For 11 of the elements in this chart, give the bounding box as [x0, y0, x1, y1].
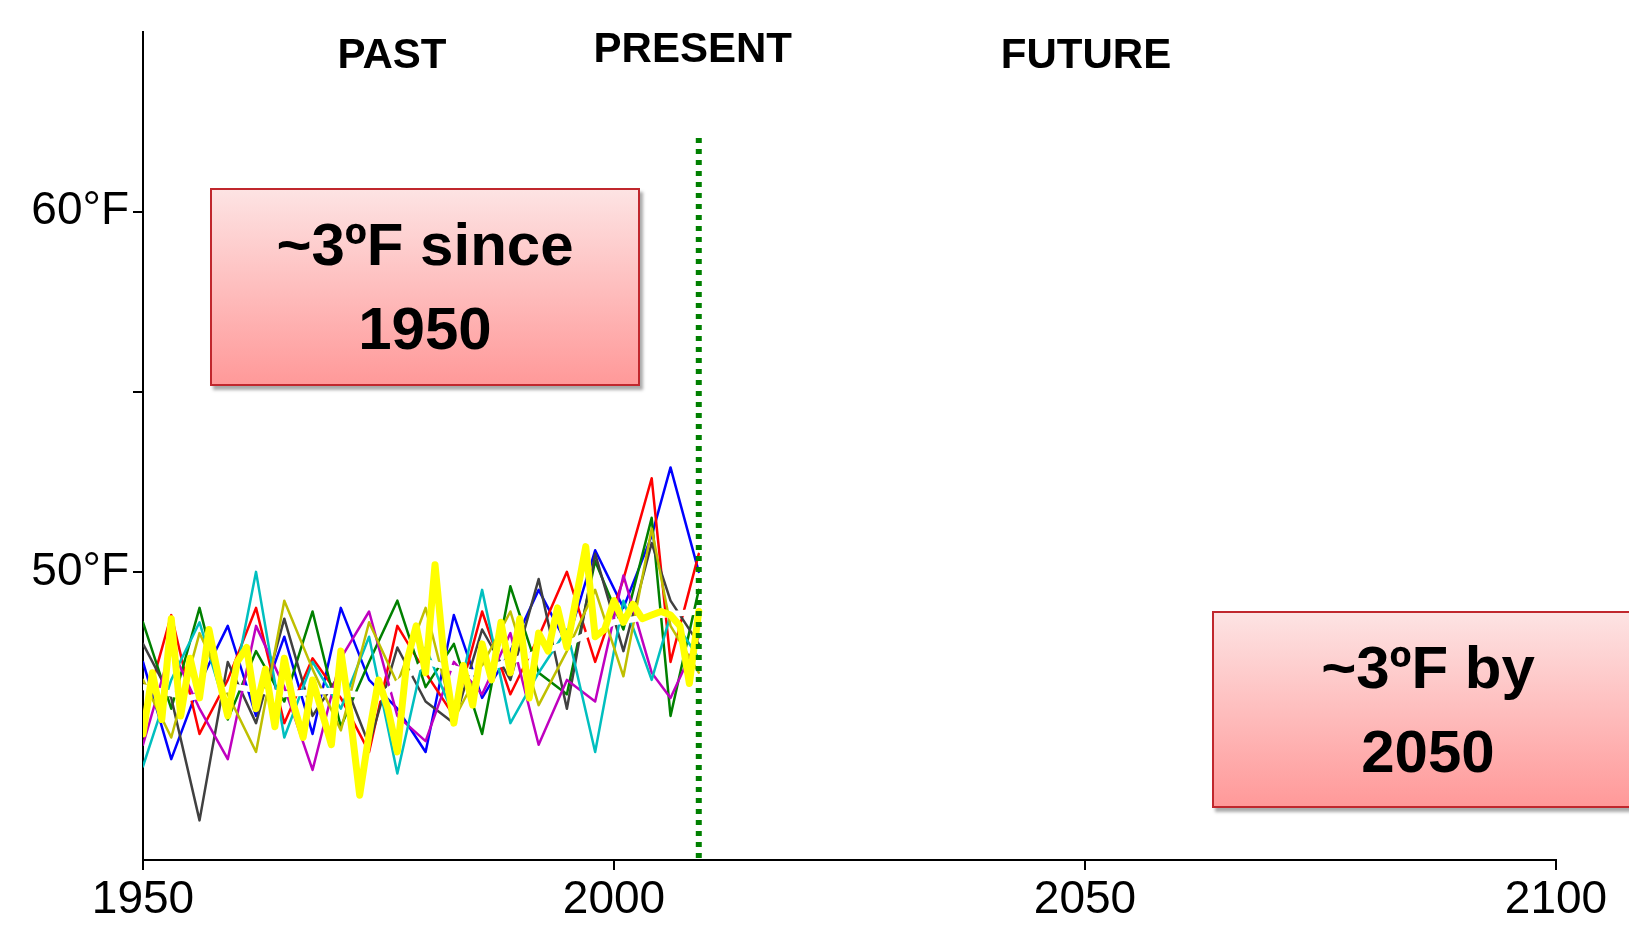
callout-box: ~3ºF since 1950 [210, 188, 640, 386]
x-tick-label: 1950 [91, 871, 195, 924]
x-tick-label: 2100 [1504, 871, 1608, 924]
x-tick-label: 2000 [562, 871, 666, 924]
callout-box: ~3ºF by 2050 [1212, 611, 1629, 808]
annotation: PAST [337, 30, 447, 78]
annotation: FUTURE [1000, 30, 1172, 78]
ref-line-label: PRESENT [593, 24, 793, 71]
y-tick-label: 60°F [31, 182, 129, 235]
y-tick-label: 50°F [31, 542, 129, 595]
x-tick-label: 2050 [1033, 871, 1137, 924]
